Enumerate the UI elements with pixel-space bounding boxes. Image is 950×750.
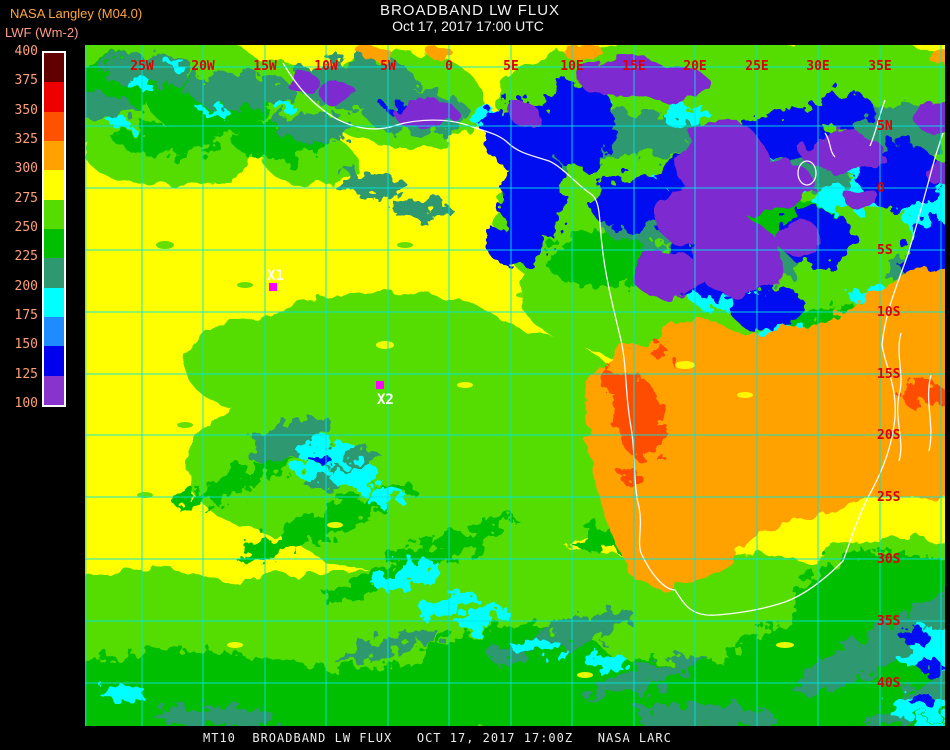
lon-label: 10W	[314, 59, 338, 74]
flux-map: 25W 20W 15W 10W 5W 0 5E 10E 15E 20E 25E 30E 35E 5N 0 5S…	[0, 23, 950, 739]
lat-label: 20S	[877, 428, 901, 443]
lat-label: 0	[877, 181, 885, 196]
texture-specks	[137, 241, 854, 678]
lon-label: 25W	[130, 59, 154, 74]
lon-label: 5E	[503, 59, 519, 74]
color-scale-tick-label: 350	[14, 102, 38, 118]
lat-label: 5S	[877, 243, 893, 258]
lon-label: 25E	[745, 59, 768, 74]
color-scale-tick-label: 150	[14, 337, 38, 353]
color-scale-segment	[44, 346, 64, 376]
color-scale-segment	[44, 111, 64, 141]
site-markers: X1 X2	[267, 268, 394, 408]
color-scale-segment	[44, 82, 64, 112]
flux-field-purple	[287, 58, 950, 297]
color-scale-segment	[44, 53, 64, 83]
lat-label: 35S	[877, 614, 901, 629]
color-scale-tick-label: 125	[14, 366, 38, 382]
color-scale-tick-label: 275	[14, 190, 38, 206]
lat-label: 30S	[877, 552, 901, 567]
color-scale-tick-label: 250	[14, 219, 38, 235]
lon-label: 10E	[560, 59, 583, 74]
units-label: LWF (Wm-2)	[5, 25, 79, 40]
page-title: BROADBAND LW FLUX	[379, 2, 561, 19]
color-scale-segment	[44, 228, 64, 259]
site-marker	[269, 283, 277, 291]
lat-label: 40S	[877, 676, 901, 691]
color-scale-tick-label: 400	[14, 44, 38, 59]
color-scale-segment	[44, 375, 64, 405]
color-scale-segment	[44, 287, 64, 317]
coastline	[282, 62, 944, 616]
lat-label: 25S	[877, 490, 901, 505]
lat-label: 15S	[877, 367, 901, 382]
coordinate-labels: 25W 20W 15W 10W 5W 0 5E 10E 15E 20E 25E 30E 35E 5N 0 5S…	[130, 59, 900, 691]
lon-label: 0	[445, 59, 453, 74]
lon-label: 30E	[806, 59, 829, 74]
lon-label: 15W	[253, 59, 277, 74]
source-label: NASA Langley (M04.0)	[10, 6, 143, 21]
color-scale-tick-label: 225	[14, 249, 38, 265]
color-scale-tick-label: 175	[14, 307, 38, 323]
footer-text: MT10 BROADBAND LW FLUX OCT 17, 2017 17:0…	[203, 731, 672, 745]
lon-label: 20E	[683, 59, 706, 74]
site-marker-label: X1	[267, 268, 284, 284]
color-scale-tick-label: 100	[14, 395, 38, 411]
footer-bar: MT10 BROADBAND LW FLUX OCT 17, 2017 17:0…	[0, 726, 950, 750]
color-scale-tick-label: 200	[14, 278, 38, 294]
lon-label: 15E	[622, 59, 645, 74]
flux-map-canvas: 25W 20W 15W 10W 5W 0 5E 10E 15E 20E 25E 30E 35E 5N 0 5S…	[0, 23, 950, 739]
lake-outline	[797, 160, 817, 186]
color-scale-segment	[44, 199, 64, 229]
lat-label: 10S	[877, 305, 901, 320]
lon-label: 35E	[868, 59, 891, 74]
color-scale-segment	[44, 140, 64, 171]
color-scale-tick-label: 325	[14, 131, 38, 147]
color-scale-segment	[44, 316, 64, 347]
color-scale-segment	[44, 258, 64, 288]
site-marker	[376, 381, 384, 389]
lon-label: 20W	[191, 59, 215, 74]
color-scale-tick-label: 375	[14, 73, 38, 89]
site-marker-label: X2	[377, 392, 394, 408]
color-scale-bar	[42, 51, 66, 407]
color-scale-segment	[44, 170, 64, 200]
lon-label: 5W	[380, 59, 396, 74]
page-subtitle: Oct 17, 2017 17:00 UTC	[392, 18, 544, 34]
color-scale-tick-label: 300	[14, 161, 38, 177]
lat-label: 5N	[877, 119, 893, 134]
grid-lines	[85, 45, 945, 726]
